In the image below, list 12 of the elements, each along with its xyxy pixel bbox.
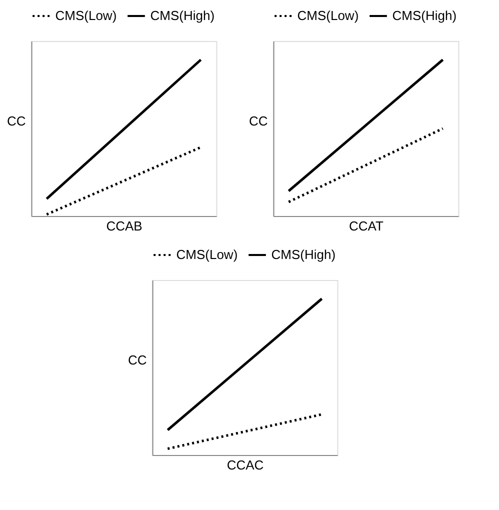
y-axis-title: CC <box>128 352 147 368</box>
legend-label: CMS(Low) <box>176 247 238 262</box>
y-axis-title: CC <box>6 114 26 128</box>
legend-label: CMS(High) <box>392 8 457 23</box>
x-axis-title: CCAB <box>106 218 142 234</box>
legend-label: CMS(High) <box>150 8 215 23</box>
x-axis-title: CCAT <box>349 218 384 234</box>
x-axis-title: CCAC <box>226 458 264 472</box>
y-axis-title: CC <box>248 114 268 128</box>
legend-label: CMS(High) <box>271 247 336 262</box>
legend-label: CMS(Low) <box>297 8 359 23</box>
legend-label: CMS(Low) <box>55 8 117 23</box>
